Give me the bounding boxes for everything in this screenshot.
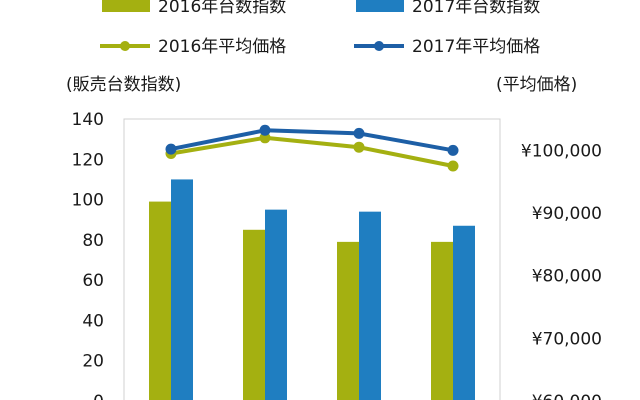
plot-area <box>123 118 501 400</box>
point-2016-price <box>447 160 459 172</box>
y-right-tick-label: ¥90,000 <box>532 204 602 224</box>
legend: 2016年台数指数 2017年台数指数 2016年平均価格 2017年平均価格 <box>100 0 540 57</box>
y-left-tick-label: 0 <box>93 392 104 400</box>
bar-2016-units <box>149 201 171 400</box>
point-2016-price <box>259 132 271 144</box>
legend-swatch-2017-units <box>356 0 404 12</box>
bar-2016-units <box>431 241 453 400</box>
legend-label-2017-price: 2017年平均価格 <box>412 37 540 57</box>
y-axis-right-label: (平均価格) <box>496 75 577 95</box>
legend-label-2017-units: 2017年台数指数 <box>412 0 540 17</box>
bar-2017-units <box>265 209 287 400</box>
bar-2017-units <box>453 225 475 400</box>
legend-swatch-2016-units <box>102 0 150 12</box>
y-left-tick-label: 100 <box>72 191 104 211</box>
line-2017-price <box>170 128 454 153</box>
legend-label-2016-units: 2016年台数指数 <box>158 0 286 17</box>
legend-label-2016-price: 2016年平均価格 <box>158 37 286 57</box>
legend-marker-2016-price <box>120 41 130 51</box>
y-left-tick-label: 60 <box>82 271 104 291</box>
line-series <box>165 124 459 172</box>
y-right-tick-label: ¥80,000 <box>532 267 602 287</box>
y-left-tick-label: 140 <box>72 110 104 130</box>
point-2017-price <box>259 124 271 136</box>
point-2016-price <box>353 141 365 153</box>
y-axis-left-ticks: 140 120 100 80 60 40 20 0 <box>72 110 104 400</box>
point-2017-price <box>165 143 177 155</box>
y-right-tick-label: ¥60,000 <box>532 392 602 400</box>
bar-2017-units <box>359 211 381 400</box>
legend-item-2017-units: 2017年台数指数 <box>356 0 540 17</box>
legend-item-2017-price: 2017年平均価格 <box>354 37 540 57</box>
y-left-tick-label: 120 <box>72 150 104 170</box>
legend-item-2016-price: 2016年平均価格 <box>100 37 286 57</box>
y-left-tick-label: 40 <box>82 311 104 331</box>
legend-marker-2017-price <box>374 41 384 51</box>
y-axis-left-label: (販売台数指数) <box>66 75 181 95</box>
y-left-tick-label: 20 <box>82 352 104 372</box>
legend-item-2016-units: 2016年台数指数 <box>102 0 286 17</box>
y-right-tick-label: ¥100,000 <box>521 141 602 161</box>
point-2017-price <box>447 144 459 156</box>
bar-2017-units <box>171 179 193 400</box>
line-2016-price <box>170 135 454 168</box>
y-right-tick-label: ¥70,000 <box>532 329 602 349</box>
y-axis-right-ticks: ¥100,000 ¥90,000 ¥80,000 ¥70,000 ¥60,000 <box>521 141 602 400</box>
point-2017-price <box>353 127 365 139</box>
bar-series <box>149 179 475 400</box>
bar-2016-units <box>337 241 359 400</box>
bar-2016-units <box>243 229 265 400</box>
y-left-tick-label: 80 <box>82 231 104 251</box>
